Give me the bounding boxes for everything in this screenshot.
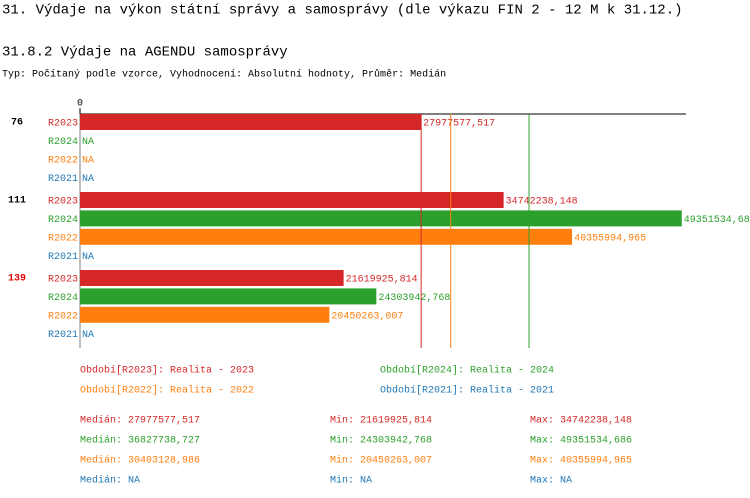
value-label: 21619925,814 [346,275,418,286]
bar [80,288,377,305]
x-tick-label: 0 [77,99,83,110]
stat-min: Min: 21619925,814 [330,415,432,427]
legend-entry: Období[R2023]: Realita - 2023 [80,365,254,377]
value-label: 40355994,965 [574,233,646,244]
stat-min: Min: NA [330,475,372,487]
legend-entry: Období[R2022]: Realita - 2022 [80,385,254,397]
category-label: 76 [11,118,23,129]
value-label: 27977577,517 [423,119,495,130]
value-label: 24303942,768 [378,293,450,304]
series-label: R2023 [48,119,78,130]
series-label: R2021 [48,174,78,185]
chart-title: 31. Výdaje na výkon státní správy a samo… [2,3,683,19]
stat-max: Max: 34742238,148 [530,416,632,427]
value-label: NA [82,137,94,148]
legend-entry: Období[R2024]: Realita - 2024 [380,365,554,377]
value-label: NA [82,155,94,166]
chart-subtitle: 31.8.2 Výdaje na AGENDU samosprávy [2,45,288,61]
stat-min: Min: 20450263,007 [330,455,432,467]
value-label: 34742238,148 [506,197,578,208]
stat-median: Medián: NA [80,475,140,487]
bar [80,306,330,323]
legend-entry: Období[R2021]: Realita - 2021 [380,385,554,397]
value-label: NA [82,252,94,263]
value-label: 49351534,686 [684,215,750,226]
stat-median: Medián: 27977577,517 [80,415,200,427]
series-label: R2022 [48,311,78,322]
value-label: NA [82,330,94,341]
bar [80,210,682,227]
series-label: R2023 [48,197,78,208]
bar [80,270,344,286]
stat-max: Max: 40355994,965 [530,456,632,467]
stat-median: Medián: 30403128,986 [80,455,200,467]
series-label: R2021 [48,330,78,341]
series-label: R2024 [48,215,78,226]
bar [80,228,573,245]
series-label: R2024 [48,137,78,148]
stat-max: Max: NA [530,476,572,487]
stat-median: Medián: 36827738,727 [80,435,200,447]
stat-max: Max: 49351534,686 [530,436,632,447]
bar [80,192,504,208]
series-label: R2023 [48,275,78,286]
series-label: R2024 [48,293,78,304]
chart-note: Typ: Počítaný podle vzorce, Vyhodnocení:… [2,68,446,81]
value-label: 20450263,007 [331,311,403,322]
stat-min: Min: 24303942,768 [330,435,432,447]
bar [80,114,422,130]
category-label: 111 [8,196,26,207]
category-label: 139 [8,274,26,285]
series-label: R2022 [48,233,78,244]
series-label: R2022 [48,155,78,166]
series-label: R2021 [48,252,78,263]
value-label: NA [82,174,94,185]
